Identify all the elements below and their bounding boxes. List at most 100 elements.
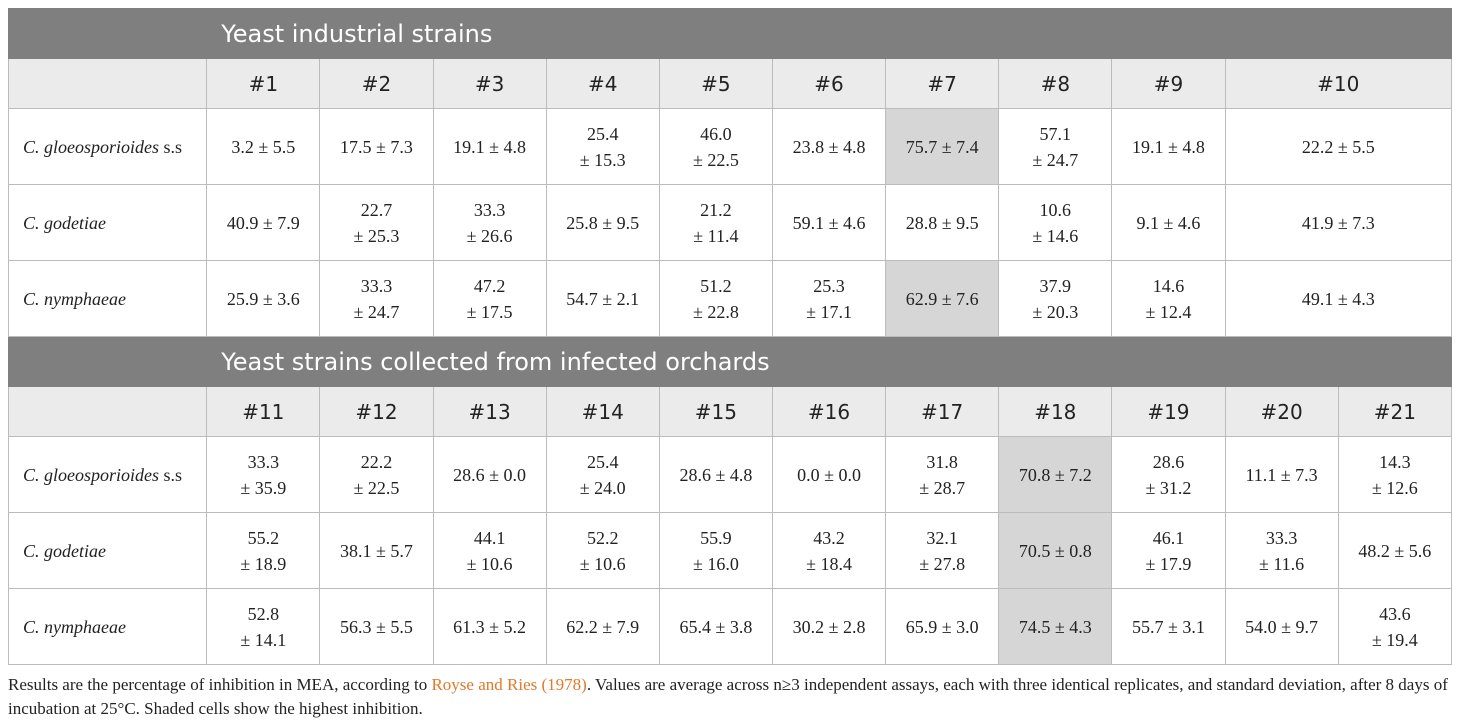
value-line: 32.1: [926, 527, 958, 548]
value-line: 75.7 ± 7.4: [905, 136, 979, 157]
value-cell-highlighted: 74.5 ± 4.3: [998, 588, 1113, 665]
value-line: 19.1 ± 4.8: [453, 136, 527, 157]
species-name-italic: C. nymphaeae: [23, 288, 126, 309]
value-line: 43.6: [1379, 603, 1411, 624]
value-cell: 55.2 ± 18.9: [206, 512, 321, 589]
value-cell: 61.3 ± 5.2: [432, 588, 547, 665]
column-header: #13: [432, 386, 547, 437]
value-line: 33.3: [360, 275, 393, 296]
species-name-italic: C. gloeosporioides: [23, 464, 160, 485]
value-cell: 48.2 ± 5.6: [1337, 512, 1453, 589]
footnote-reference-link[interactable]: Royse and Ries (1978): [431, 675, 587, 694]
value-cell: 14.3 ± 12.6: [1337, 436, 1453, 513]
value-line: 62.2 ± 7.9: [566, 616, 640, 637]
table-footnote: Results are the percentage of inhibition…: [8, 673, 1452, 721]
value-line: 25.9 ± 3.6: [226, 288, 300, 309]
value-line: 37.9: [1039, 275, 1072, 296]
species-name-italic: C. godetiae: [23, 212, 106, 233]
value-line: 31.8: [926, 451, 958, 472]
column-header: #17: [885, 386, 1000, 437]
value-line: 21.2: [700, 199, 732, 220]
value-cell-highlighted: 62.9 ± 7.6: [885, 260, 1000, 337]
value-cell: 41.9 ± 7.3: [1224, 184, 1453, 261]
value-cell: 52.2 ± 10.6: [545, 512, 660, 589]
value-line: ± 10.6: [466, 553, 513, 574]
value-line: 41.9 ± 7.3: [1301, 212, 1375, 233]
value-line: 28.6: [1152, 451, 1185, 472]
value-line: 56.3 ± 5.5: [340, 616, 413, 637]
species-name: C. gloeosporioides s.s: [7, 108, 208, 185]
value-cell: 32.1 ± 27.8: [885, 512, 1000, 589]
value-cell: 33.3 ± 11.6: [1224, 512, 1339, 589]
value-line: ± 12.4: [1145, 301, 1192, 322]
value-line: 70.8 ± 7.2: [1018, 464, 1092, 485]
value-cell: 49.1 ± 4.3: [1224, 260, 1453, 337]
section-header-spacer: [7, 336, 208, 387]
value-line: ± 24.7: [1032, 149, 1079, 170]
value-line: 30.2 ± 2.8: [792, 616, 866, 637]
value-line: ± 26.6: [466, 225, 513, 246]
value-cell: 19.1 ± 4.8: [432, 108, 547, 185]
section-title: Yeast strains collected from infected or…: [206, 336, 1452, 387]
value-cell: 25.4 ± 15.3: [545, 108, 660, 185]
value-line: ± 16.0: [692, 553, 739, 574]
value-line: 25.3: [813, 275, 845, 296]
value-cell: 22.2 ± 5.5: [1224, 108, 1453, 185]
value-cell: 51.2 ± 22.8: [658, 260, 773, 337]
value-line: ± 18.9: [240, 553, 287, 574]
species-name: C. godetiae: [7, 184, 208, 261]
value-line: 54.7 ± 2.1: [566, 288, 640, 309]
value-line: 57.1: [1039, 123, 1072, 144]
value-line: 70.5 ± 0.8: [1018, 540, 1092, 561]
value-cell: 22.7 ± 25.3: [319, 184, 434, 261]
value-cell: 10.6 ± 14.6: [998, 184, 1113, 261]
value-line: ± 25.3: [353, 225, 400, 246]
value-cell: 25.9 ± 3.6: [206, 260, 321, 337]
species-name: C. nymphaeae: [7, 260, 208, 337]
value-cell: 28.6 ± 0.0: [432, 436, 547, 513]
value-line: 46.0: [700, 123, 732, 144]
value-line: 11.1 ± 7.3: [1245, 464, 1318, 485]
value-line: ± 24.7: [353, 301, 400, 322]
species-name-italic: C. godetiae: [23, 540, 106, 561]
value-line: ± 24.0: [579, 477, 626, 498]
value-line: ± 35.9: [240, 477, 287, 498]
value-line: 52.2: [586, 527, 619, 548]
value-line: 17.5 ± 7.3: [340, 136, 413, 157]
value-cell: 46.0 ± 22.5: [658, 108, 773, 185]
value-line: ± 10.6: [579, 553, 626, 574]
value-cell: 33.3 ± 24.7: [319, 260, 434, 337]
value-cell: 17.5 ± 7.3: [319, 108, 434, 185]
value-line: 38.1 ± 5.7: [340, 540, 413, 561]
value-cell: 62.2 ± 7.9: [545, 588, 660, 665]
column-header: #3: [432, 58, 547, 109]
value-line: 9.1 ± 4.6: [1136, 212, 1201, 233]
value-cell: 65.4 ± 3.8: [658, 588, 773, 665]
value-cell-highlighted: 70.5 ± 0.8: [998, 512, 1113, 589]
value-line: 51.2: [700, 275, 732, 296]
species-name-suffix: s.s: [159, 464, 183, 485]
value-cell: 3.2 ± 5.5: [206, 108, 321, 185]
value-cell: 59.1 ± 4.6: [771, 184, 887, 261]
value-cell: 33.3 ± 26.6: [432, 184, 547, 261]
value-line: ± 14.1: [240, 629, 287, 650]
value-line: ± 18.4: [806, 553, 852, 574]
value-line: 74.5 ± 4.3: [1018, 616, 1092, 637]
value-cell: 55.7 ± 3.1: [1111, 588, 1226, 665]
value-cell: 25.4 ± 24.0: [545, 436, 660, 513]
value-line: 52.8: [247, 603, 280, 624]
value-line: 55.2: [247, 527, 280, 548]
value-line: 48.2 ± 5.6: [1358, 540, 1432, 561]
value-line: 14.3: [1379, 451, 1411, 472]
inhibition-table: Yeast industrial strains #1 #2 #3 #4 #5 #6 #7 #8…: [7, 8, 1453, 665]
value-line: ± 20.3: [1032, 301, 1079, 322]
value-line: 49.1 ± 4.3: [1301, 288, 1375, 309]
value-line: 28.6 ± 0.0: [453, 464, 527, 485]
column-header: #19: [1111, 386, 1226, 437]
value-cell: 9.1 ± 4.6: [1111, 184, 1226, 261]
value-cell: 22.2 ± 22.5: [319, 436, 434, 513]
value-line: 25.8 ± 9.5: [566, 212, 640, 233]
value-line: ± 17.1: [806, 301, 852, 322]
value-line: ± 12.6: [1371, 477, 1418, 498]
column-header-empty: [7, 386, 208, 437]
